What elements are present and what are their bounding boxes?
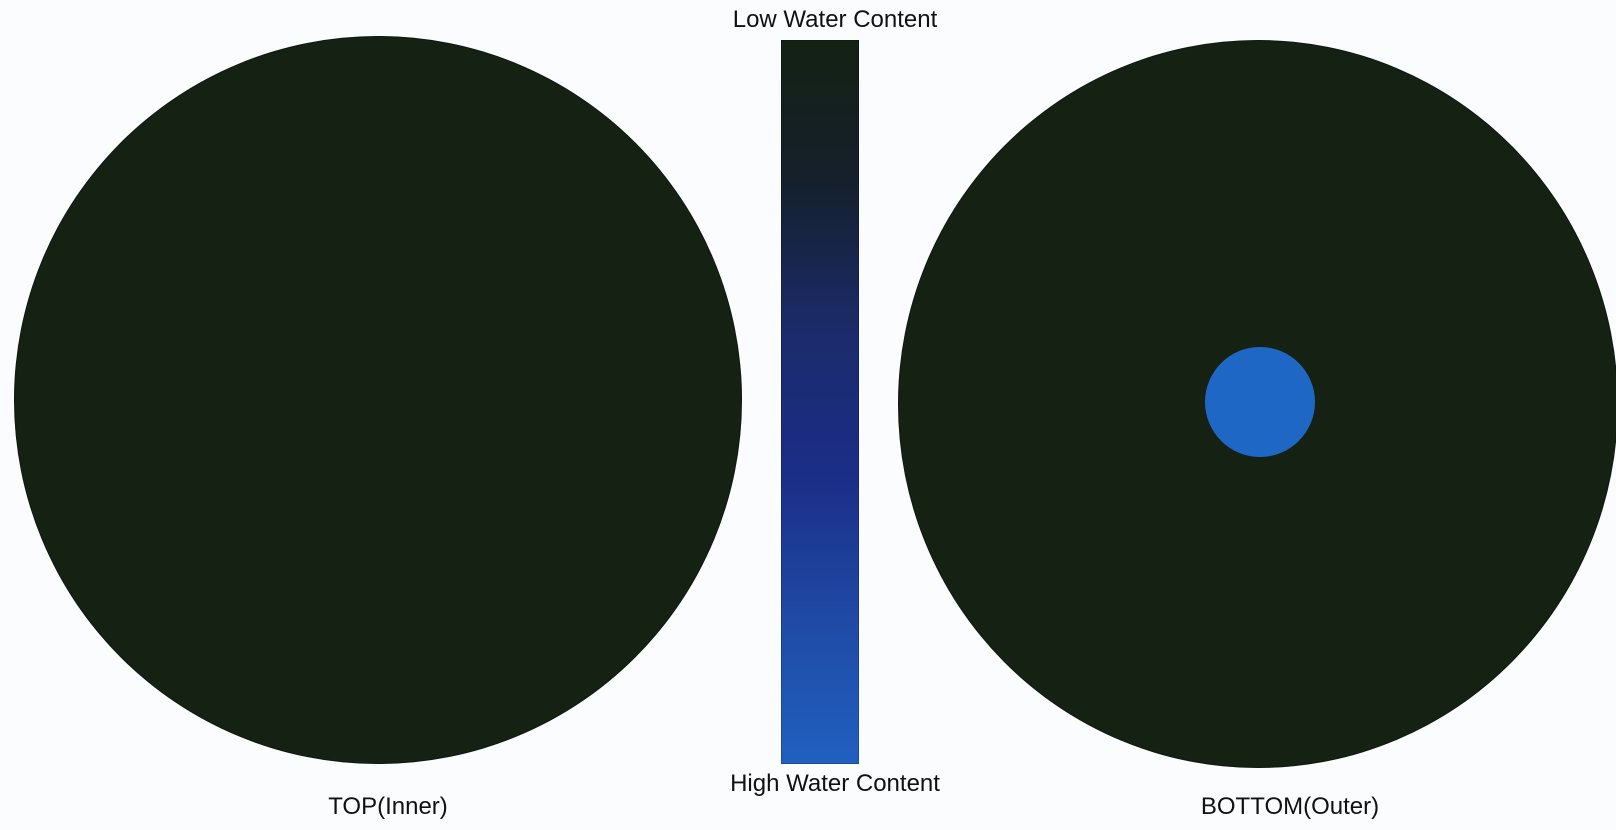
water-content-scale-bar xyxy=(781,40,859,764)
caption-bottom-outer: BOTTOM(Outer) xyxy=(1200,793,1380,820)
scale-label-high: High Water Content xyxy=(730,770,940,797)
top-inner-disc xyxy=(14,36,742,764)
caption-top-inner: TOP(Inner) xyxy=(328,793,448,820)
high-water-spot xyxy=(1205,347,1315,457)
scale-label-low: Low Water Content xyxy=(732,6,938,33)
